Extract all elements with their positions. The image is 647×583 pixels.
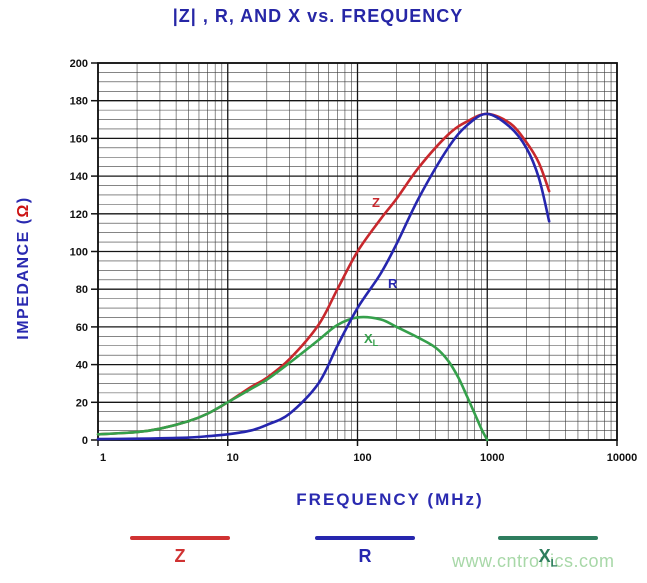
legend-item-z: Z: [130, 536, 230, 565]
legend-label-r: R: [358, 546, 372, 566]
y-tick-label: 180: [70, 96, 88, 108]
x-tick-label: 1: [100, 452, 106, 464]
y-tick-label: 200: [70, 58, 88, 70]
legend-label-x-subscript: L: [550, 557, 558, 570]
legend-item-x: XL: [498, 536, 598, 570]
x-tick-label: 10000: [607, 452, 638, 464]
legend-line-x: [498, 536, 598, 540]
y-tick-label: 140: [70, 171, 88, 183]
legend: Z R XL: [0, 536, 647, 576]
x-tick-label: 1000: [480, 452, 504, 464]
legend-line-r: [315, 536, 415, 540]
x-tick-label: 10: [227, 452, 239, 464]
y-axis-omega-unit: Ω: [15, 203, 32, 218]
y-tick-label: 60: [76, 322, 88, 334]
legend-label-x: XL: [538, 546, 558, 570]
y-tick-label: 40: [76, 360, 88, 372]
y-axis-label-close: ): [15, 196, 32, 204]
x-axis-label: FREQUENCY (MHz): [296, 490, 484, 509]
y-tick-label: 120: [70, 209, 88, 221]
y-tick-label: 80: [76, 284, 88, 296]
x-tick-label: 100: [353, 452, 371, 464]
y-axis-label: IMPEDANCE (Ω): [15, 196, 33, 339]
y-tick-label: 20: [76, 397, 88, 409]
curve-R: [96, 112, 551, 441]
legend-item-r: R: [315, 536, 415, 565]
y-tick-label: 0: [82, 435, 88, 447]
curve-X: [96, 315, 489, 442]
y-tick-label: 160: [70, 133, 88, 145]
curve-label-X: XL: [364, 331, 379, 348]
watermark-text: www.cntronics.com: [452, 551, 615, 571]
y-tick-label: 100: [70, 247, 88, 259]
chart-title: |Z| , R, AND X vs. FREQUENCY: [172, 6, 464, 26]
legend-line-z: [130, 536, 230, 540]
axis-ticks: 0 20 40 60 80 100 120 140 160 180 200 1 10 100 1000 100…: [70, 58, 638, 464]
curve-label-R: R: [388, 276, 398, 291]
legend-label-z: Z: [174, 546, 186, 566]
curve-label-Z: Z: [372, 195, 380, 210]
y-axis-label-text: IMPEDANCE (: [15, 217, 32, 340]
